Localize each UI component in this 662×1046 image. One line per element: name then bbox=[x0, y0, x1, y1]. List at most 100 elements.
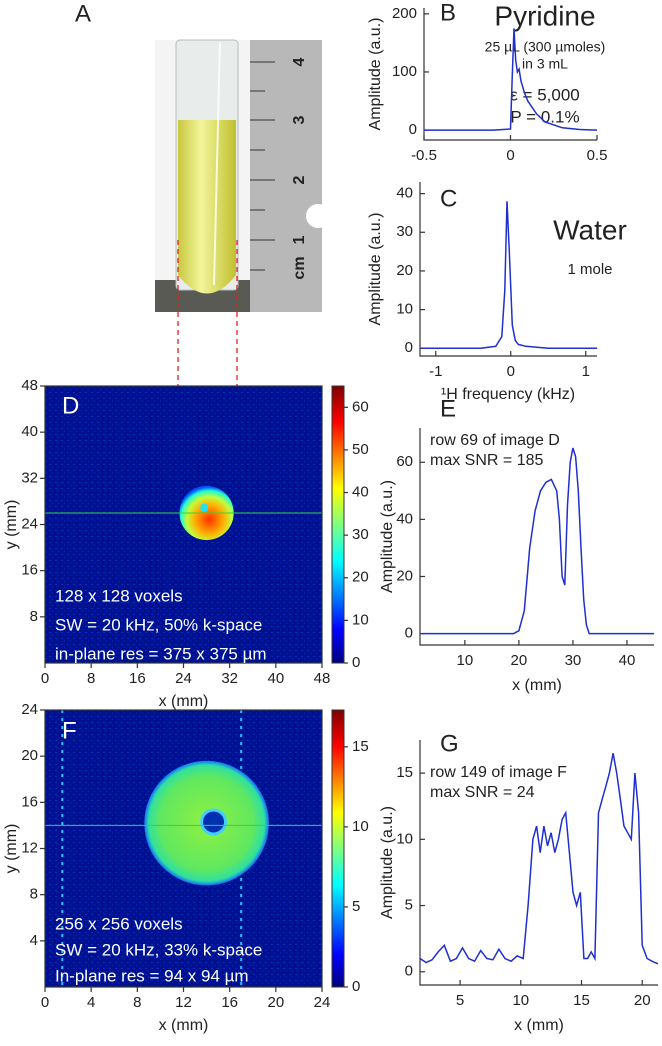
panel-letter: F bbox=[62, 717, 77, 744]
ruler-label: 2 bbox=[291, 175, 308, 184]
colorbar bbox=[331, 385, 345, 664]
y-tick-label: 8 bbox=[30, 886, 38, 903]
x-tick-label: 0.5 bbox=[587, 147, 608, 164]
y-tick-label: 24 bbox=[21, 701, 38, 718]
y-tick-label: 20 bbox=[21, 747, 38, 764]
x-tick-label: 20 bbox=[634, 992, 651, 1009]
annotation: ε = 5,000 bbox=[510, 85, 580, 104]
axes bbox=[419, 428, 654, 646]
y-tick-label: 20 bbox=[396, 262, 413, 279]
ruler-label: 3 bbox=[291, 115, 308, 124]
annotation: in 3 mL bbox=[522, 56, 568, 72]
x-axis-label: x (mm) bbox=[159, 693, 209, 710]
y-tick-label: 60 bbox=[396, 453, 413, 470]
spectrum-line bbox=[419, 753, 659, 965]
y-tick-label: 40 bbox=[21, 423, 38, 440]
y-axis-label: Amplitude (a.u.) bbox=[367, 18, 384, 131]
colorbar-label: 60 bbox=[352, 398, 369, 415]
y-tick-label: 0 bbox=[405, 625, 413, 642]
x-tick-label: 0 bbox=[41, 670, 49, 687]
y-tick-label: 16 bbox=[21, 793, 38, 810]
image-hole bbox=[200, 503, 209, 512]
y-tick-label: 12 bbox=[21, 839, 38, 856]
colorbar-label: 40 bbox=[352, 484, 369, 501]
y-tick-label: 8 bbox=[30, 608, 38, 625]
x-tick-label: 8 bbox=[87, 670, 95, 687]
colorbar-label: 15 bbox=[352, 738, 369, 755]
annotation: SW = 20 kHz, 33% k-space bbox=[55, 940, 262, 959]
x-axis-label: ¹H frequency (kHz) bbox=[441, 386, 575, 403]
ruler-ticks bbox=[250, 61, 275, 271]
y-axis-label: Amplitude (a.u.) bbox=[367, 213, 384, 326]
x-tick-label: 40 bbox=[267, 670, 284, 687]
x-axis-label: x (mm) bbox=[512, 677, 562, 694]
annotation: Water bbox=[553, 214, 627, 245]
y-tick-label: 5 bbox=[405, 897, 413, 914]
ruler-label: 4 bbox=[291, 57, 308, 66]
y-tick-label: 200 bbox=[392, 5, 417, 22]
x-tick-label: 20 bbox=[511, 652, 528, 669]
y-axis-label: y (mm) bbox=[3, 500, 20, 550]
x-tick-label: 0 bbox=[507, 363, 515, 380]
y-tick-label: 32 bbox=[21, 469, 38, 486]
annotation: 256 x 256 voxels bbox=[55, 914, 183, 933]
colorbar-label: 10 bbox=[352, 818, 369, 835]
y-tick-label: 16 bbox=[21, 562, 38, 579]
colorbar-label: 20 bbox=[352, 569, 369, 586]
x-tick-label: 15 bbox=[573, 992, 590, 1009]
annotation: max SNR = 185 bbox=[430, 452, 543, 469]
annotation: row 69 of image D bbox=[430, 432, 560, 449]
y-axis-label: y (mm) bbox=[3, 824, 20, 874]
annotation: 25 µL (300 µmoles) bbox=[485, 39, 606, 55]
y-tick-label: 10 bbox=[396, 830, 413, 847]
x-tick-label: 4 bbox=[87, 994, 95, 1011]
y-tick-label: 0 bbox=[405, 339, 413, 356]
x-tick-label: 16 bbox=[129, 670, 146, 687]
panel-letter: D bbox=[62, 392, 79, 419]
x-axis-label: x (mm) bbox=[159, 1017, 209, 1034]
x-tick-label: 24 bbox=[175, 670, 192, 687]
colorbar-label: 5 bbox=[352, 898, 360, 915]
y-tick-label: 20 bbox=[396, 567, 413, 584]
y-tick-label: 30 bbox=[396, 223, 413, 240]
colorbar-label: 50 bbox=[352, 441, 369, 458]
y-tick-label: 100 bbox=[392, 63, 417, 80]
x-tick-label: -0.5 bbox=[411, 147, 437, 164]
colorbar-label: 0 bbox=[352, 654, 360, 671]
x-tick-label: 5 bbox=[456, 992, 464, 1009]
annotation: In-plane res = 94 x 94 µm bbox=[55, 966, 249, 985]
y-tick-label: 40 bbox=[396, 510, 413, 527]
x-tick-label: 24 bbox=[314, 994, 331, 1011]
axes bbox=[419, 182, 597, 357]
x-tick-label: 8 bbox=[133, 994, 141, 1011]
image-hole bbox=[200, 808, 228, 836]
x-tick-label: -1 bbox=[429, 363, 442, 380]
y-axis-label: Amplitude (a.u.) bbox=[379, 806, 396, 919]
colorbar-label: 0 bbox=[352, 978, 360, 995]
x-tick-label: 1 bbox=[582, 363, 590, 380]
panel-letter: G bbox=[440, 730, 459, 757]
ruler-label: 1 bbox=[291, 235, 308, 244]
x-tick-label: 10 bbox=[512, 992, 529, 1009]
x-tick-label: 0 bbox=[506, 147, 514, 164]
y-tick-label: 0 bbox=[409, 121, 417, 138]
annotation: SW = 20 kHz, 50% k-space bbox=[55, 615, 262, 634]
x-tick-label: 16 bbox=[221, 994, 238, 1011]
annotation: P = 0.1% bbox=[510, 107, 579, 126]
y-tick-label: 4 bbox=[30, 932, 38, 949]
panel-letter: A bbox=[75, 0, 91, 27]
annotation: 1 mole bbox=[567, 261, 612, 278]
y-tick-label: 15 bbox=[396, 764, 413, 781]
x-tick-label: 30 bbox=[565, 652, 582, 669]
annotation: 128 x 128 voxels bbox=[55, 586, 183, 605]
y-tick-label: 10 bbox=[396, 301, 413, 318]
annotation: max SNR = 24 bbox=[430, 784, 535, 801]
x-tick-label: 10 bbox=[457, 652, 474, 669]
colorbar-label: 30 bbox=[352, 526, 369, 543]
annotation: in-plane res = 375 x 375 µm bbox=[55, 644, 267, 663]
x-tick-label: 12 bbox=[175, 994, 192, 1011]
y-axis-label: Amplitude (a.u.) bbox=[379, 480, 396, 593]
photo bbox=[155, 39, 330, 312]
colorbar-label: 10 bbox=[352, 611, 369, 628]
